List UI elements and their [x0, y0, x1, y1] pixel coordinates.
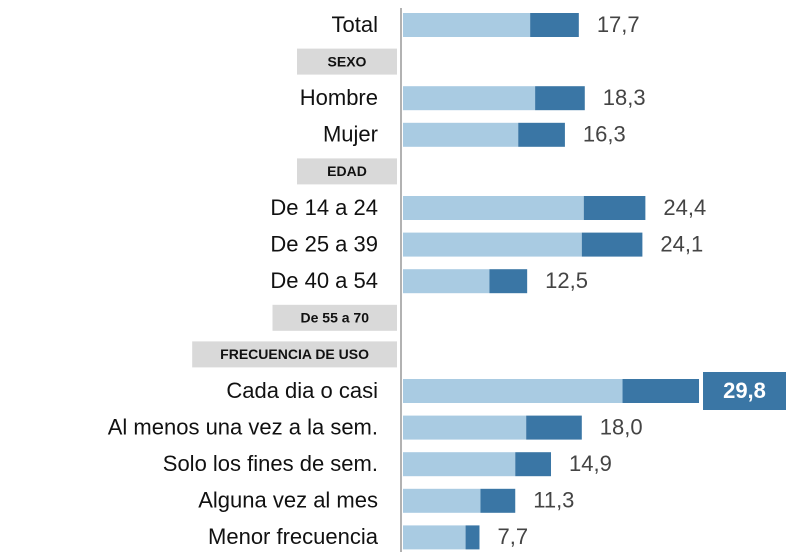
- value-label: 14,9: [569, 451, 612, 476]
- category-label: Solo los fines de sem.: [163, 451, 378, 476]
- value-label: 12,5: [545, 268, 588, 293]
- section-header-box: [272, 304, 397, 331]
- bar-segment: [526, 415, 582, 440]
- section-header-box: [297, 48, 397, 75]
- highlight-box: [703, 372, 786, 410]
- bar-segment: [403, 232, 582, 257]
- value-label: 29,8: [723, 378, 766, 403]
- value-label: 18,3: [603, 85, 646, 110]
- section-header-box: [192, 341, 397, 368]
- bar-segment: [518, 122, 565, 147]
- category-label: Mujer: [323, 122, 378, 147]
- value-label: 17,7: [597, 12, 640, 37]
- bar-segment: [403, 13, 531, 37]
- value-label: 24,1: [660, 231, 703, 256]
- bar-segment: [403, 269, 490, 294]
- bar-segment: [403, 196, 584, 220]
- bar-segment: [480, 488, 516, 513]
- value-label: 24,4: [663, 195, 706, 220]
- section-header: FRECUENCIA DE USO: [220, 346, 369, 362]
- category-label: Total: [332, 12, 378, 37]
- bar-segment: [403, 379, 623, 403]
- category-label: Hombre: [300, 85, 378, 110]
- value-label: 7,7: [497, 524, 528, 549]
- bar-segment: [465, 525, 480, 550]
- category-label: De 14 a 24: [270, 195, 378, 220]
- bar-segment: [535, 86, 585, 111]
- bar-segment: [583, 196, 646, 220]
- value-label: 11,3: [533, 488, 574, 513]
- bar-segment: [403, 122, 519, 147]
- category-label: Alguna vez al mes: [198, 488, 378, 513]
- bar-segment: [622, 379, 700, 403]
- bar-segment: [403, 86, 536, 111]
- bar-segment: [403, 415, 527, 440]
- value-label: 16,3: [583, 122, 626, 147]
- bar-segment: [403, 525, 466, 550]
- section-header: De 55 a 70: [301, 310, 370, 326]
- category-label: Menor frecuencia: [208, 524, 379, 549]
- section-header-box: [297, 158, 397, 185]
- bar-segment: [515, 452, 552, 477]
- bar-segment: [581, 232, 643, 257]
- bar-segment: [489, 269, 528, 294]
- category-label: Al menos una vez a la sem.: [108, 414, 378, 439]
- bar-segment: [403, 488, 481, 513]
- bar-segment: [403, 452, 516, 477]
- category-label: De 25 a 39: [270, 231, 378, 256]
- bar-segment: [530, 13, 579, 37]
- section-header: SEXO: [328, 53, 367, 69]
- section-header: EDAD: [327, 163, 367, 179]
- value-label: 18,0: [600, 414, 643, 439]
- category-label: Cada dia o casi: [226, 378, 378, 403]
- category-label: De 40 a 54: [270, 268, 378, 293]
